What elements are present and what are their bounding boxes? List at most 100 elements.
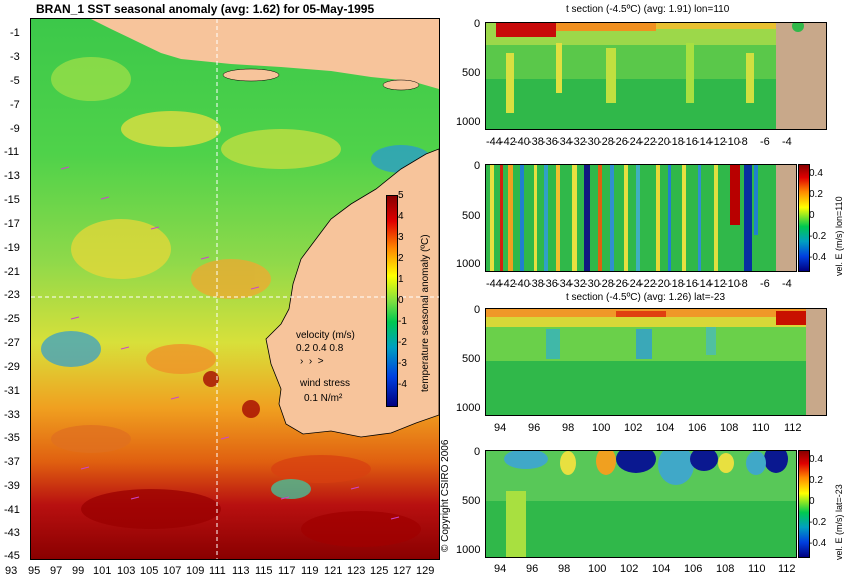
lon-tick: 129: [416, 565, 435, 577]
lon-tick: 123: [347, 565, 366, 577]
x-tick: -8: [738, 278, 748, 290]
x-tick: -16: [682, 278, 698, 290]
cb-tick: -2: [398, 337, 407, 348]
x-tick: -22: [640, 136, 656, 148]
x-tick: -38: [528, 136, 544, 148]
x-tick: 102: [624, 422, 643, 434]
lat-tick: -3: [10, 51, 20, 63]
panel2-cb-tick: 0: [809, 210, 815, 221]
x-tick: 96: [526, 563, 539, 575]
lat-tick: -9: [10, 123, 20, 135]
lat-tick: -17: [4, 218, 20, 230]
x-tick: -42: [500, 278, 516, 290]
map-colorbar-label: temperature seasonal anomaly (ºC): [420, 234, 431, 392]
x-tick: 108: [716, 563, 735, 575]
cb-tick: 1: [398, 274, 404, 285]
lon-tick: 115: [255, 565, 273, 577]
lon-tick: 107: [163, 565, 182, 577]
cb-tick: 5: [398, 190, 404, 201]
cb-tick: 2: [398, 253, 404, 264]
x-tick: -44: [486, 136, 502, 148]
panel4-ytick: 1000: [456, 544, 481, 556]
x-tick: -32: [570, 136, 586, 148]
x-tick: 100: [588, 563, 607, 575]
x-tick: 98: [558, 563, 571, 575]
x-tick: -42: [500, 136, 516, 148]
sst-anomaly-map[interactable]: [30, 18, 440, 560]
x-tick: -30: [584, 136, 600, 148]
x-tick: -4: [782, 278, 792, 290]
panel1-ytick: 0: [474, 18, 481, 30]
x-tick: -24: [626, 136, 642, 148]
lat-tick: -41: [4, 504, 20, 516]
panel3-xaxis: 94 96 98 100 102 104 106 108 110 112: [486, 422, 826, 436]
x-tick: -26: [612, 136, 628, 148]
panel4-cb-tick: 0: [809, 496, 815, 507]
lon-tick: 121: [324, 565, 343, 577]
panel3-title: t section (-4.5ºC) (avg: 1.26) lat=-23: [566, 292, 725, 303]
lat-tick: -13: [4, 170, 20, 182]
x-tick: 112: [784, 422, 802, 434]
wind-label: wind stress: [300, 378, 351, 389]
lon-tick: 117: [278, 565, 296, 577]
x-tick: -24: [626, 278, 642, 290]
cb-tick: 4: [398, 211, 404, 222]
lat-tick: -11: [4, 146, 20, 158]
velocity-label: velocity (m/s): [296, 330, 355, 341]
panel4-ytick: 0: [474, 446, 481, 458]
lat-tick: -19: [4, 242, 20, 254]
x-tick: 94: [494, 422, 507, 434]
x-tick: -38: [528, 278, 544, 290]
x-tick: -28: [598, 278, 614, 290]
x-tick: -32: [570, 278, 586, 290]
lon-tick: 127: [393, 565, 412, 577]
panel4-ytick: 500: [462, 495, 481, 507]
panel4-xaxis: 94 96 98 100 102 104 106 108 110 112: [486, 563, 806, 577]
velocity-scale: 0.2 0.4 0.8: [296, 343, 344, 354]
panel4-cb-tick: 0.4: [809, 454, 823, 465]
x-tick: -36: [542, 278, 558, 290]
x-tick: -34: [556, 278, 572, 290]
velocity-arrows-icon: › › >: [300, 356, 324, 367]
panel2-colorbar: [798, 164, 810, 272]
lat-tick: -7: [10, 99, 20, 111]
panel2-ytick: 500: [462, 210, 481, 222]
lon-tick: 103: [117, 565, 136, 577]
x-tick: 102: [620, 563, 639, 575]
x-tick: -6: [760, 278, 770, 290]
cb-tick: -3: [398, 358, 407, 369]
x-tick: -36: [542, 136, 558, 148]
x-tick: -8: [738, 136, 748, 148]
x-tick: -18: [668, 136, 684, 148]
lon-tick: 125: [370, 565, 389, 577]
panel1-ytick: 1000: [456, 116, 481, 128]
x-tick: -16: [682, 136, 698, 148]
x-tick: -20: [654, 136, 670, 148]
panel1-plot[interactable]: [485, 22, 827, 130]
x-tick: 96: [528, 422, 541, 434]
lon-tick: 95: [28, 565, 41, 577]
lat-tick: -31: [4, 385, 20, 397]
lon-tick: 93: [5, 565, 18, 577]
lon-tick: 105: [140, 565, 159, 577]
x-tick: -22: [640, 278, 656, 290]
map-title: BRAN_1 SST seasonal anomaly (avg: 1.62) …: [36, 2, 375, 16]
lat-tick: -37: [4, 456, 20, 468]
lat-tick: -35: [4, 432, 20, 444]
lon-tick: 99: [72, 565, 85, 577]
cb-tick: -4: [398, 379, 407, 390]
lat-tick: -27: [4, 337, 20, 349]
wind-scale: 0.1 N/m²: [304, 393, 343, 404]
x-tick: -20: [654, 278, 670, 290]
x-tick: 98: [562, 422, 575, 434]
x-tick: -40: [514, 278, 530, 290]
lon-axis: 93 95 97 99 101 103 105 107 109 111 113 …: [0, 565, 440, 579]
x-tick: -4: [782, 136, 792, 148]
panel4-plot[interactable]: [485, 450, 797, 558]
lat-tick: -43: [4, 527, 20, 539]
panel3-plot[interactable]: [485, 308, 827, 416]
x-tick: -18: [668, 278, 684, 290]
cb-tick: 3: [398, 232, 404, 243]
panel2-plot[interactable]: [485, 164, 797, 272]
panel4-cb-tick: -0.2: [809, 517, 827, 528]
